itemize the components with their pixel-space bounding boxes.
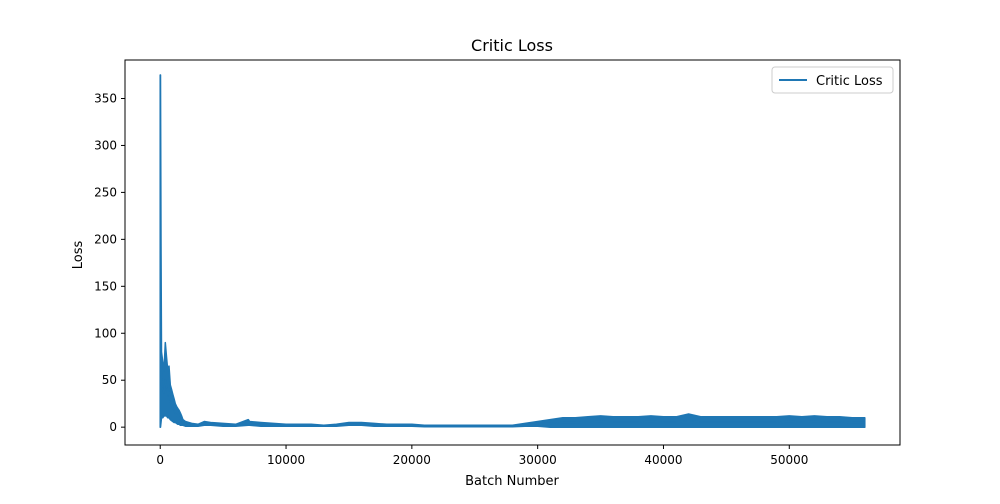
series-line-1 bbox=[159, 74, 866, 428]
plot-frame bbox=[124, 59, 901, 446]
x-tick-label: 20000 bbox=[393, 453, 431, 467]
y-tick-label: 200 bbox=[94, 232, 117, 246]
plot-area bbox=[159, 74, 866, 428]
x-tick-label: 40000 bbox=[644, 453, 682, 467]
x-tick-label: 10000 bbox=[267, 453, 305, 467]
y-axis-label: Loss bbox=[71, 241, 86, 270]
legend-label: Critic Loss bbox=[816, 74, 883, 89]
chart-title: Critic Loss bbox=[471, 36, 553, 55]
y-tick-label: 100 bbox=[94, 326, 117, 340]
y-tick-label: 150 bbox=[94, 279, 117, 293]
y-tick-label: 350 bbox=[94, 92, 117, 106]
y-tick-label: 0 bbox=[109, 420, 117, 434]
legend: Critic Loss bbox=[771, 66, 894, 94]
x-tick-label: 50000 bbox=[770, 453, 808, 467]
axes: 0 10000 20000 30000 40000 50000 0 50 100 150 200 25… bbox=[94, 59, 901, 467]
y-tick-label: 50 bbox=[102, 373, 117, 387]
y-tick-label: 300 bbox=[94, 138, 117, 152]
y-tick-label: 250 bbox=[94, 185, 117, 199]
series-center-line-1 bbox=[159, 250, 865, 427]
x-axis-label: Batch Number bbox=[465, 474, 559, 489]
x-tick-label: 30000 bbox=[519, 453, 557, 467]
legend-box bbox=[771, 66, 894, 94]
x-tick-label: 0 bbox=[156, 453, 164, 467]
